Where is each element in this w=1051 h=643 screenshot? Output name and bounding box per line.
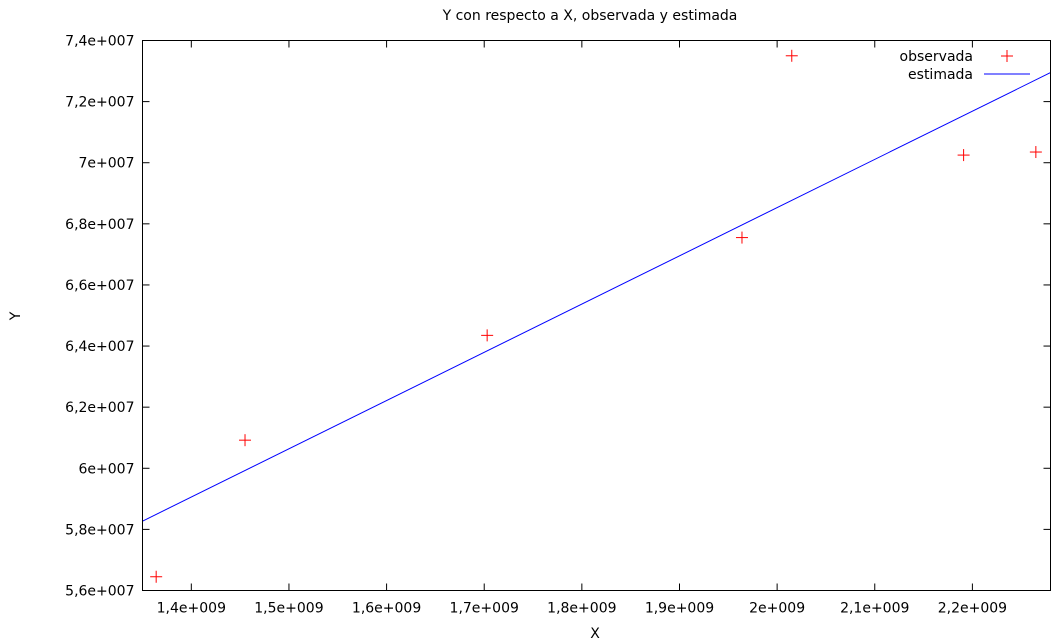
x-tick-label: 1,9e+009	[645, 601, 714, 617]
data-point-observada	[150, 570, 163, 583]
plot-frame	[142, 40, 1051, 591]
legend-label-estimada: estimada	[908, 67, 973, 83]
y-tick-label: 6,6e+007	[65, 278, 134, 294]
x-tick-label: 2,1e+009	[840, 601, 909, 617]
x-tick-label: 1,8e+009	[547, 601, 616, 617]
y-tick-label: 5,8e+007	[65, 522, 134, 538]
legend: observada estimada	[900, 49, 1030, 83]
data-point-observada	[481, 329, 494, 342]
legend-label-observada: observada	[900, 49, 973, 65]
x-tick-label: 1,7e+009	[450, 601, 519, 617]
series-line-estimada	[142, 72, 1051, 522]
x-tick-label: 2e+009	[749, 601, 805, 617]
x-tick-label: 1,5e+009	[254, 601, 323, 617]
plot-series	[142, 49, 1051, 583]
x-tick-label: 1,6e+009	[352, 601, 421, 617]
y-tick-label: 6,2e+007	[65, 400, 134, 416]
chart-title: Y con respecto a X, observada y estimada	[442, 8, 738, 24]
y-tick-label: 6,8e+007	[65, 217, 134, 233]
data-point-observada	[957, 149, 970, 162]
y-tick-label: 5,6e+007	[65, 584, 134, 600]
y-tick-label: 7e+007	[79, 156, 135, 172]
x-tick-label: 1,4e+009	[157, 601, 226, 617]
x-tick-label: 2,2e+009	[938, 601, 1007, 617]
y-tick-label: 7,4e+007	[65, 34, 134, 50]
y-axis-label: Y	[8, 311, 24, 321]
data-point-observada	[1029, 146, 1042, 159]
data-point-observada	[735, 231, 748, 244]
axis-ticks: 1,4e+009 1,5e+009 1,6e+009 1,7e+009 1,8e+009…	[65, 34, 1051, 617]
legend-swatch-observada	[1001, 50, 1013, 62]
x-axis-label: X	[590, 626, 600, 642]
data-point-observada	[785, 49, 798, 62]
y-tick-label: 6,4e+007	[65, 339, 134, 355]
y-tick-label: 7,2e+007	[65, 95, 134, 111]
data-point-observada	[239, 434, 252, 447]
y-tick-label: 6e+007	[79, 461, 135, 477]
